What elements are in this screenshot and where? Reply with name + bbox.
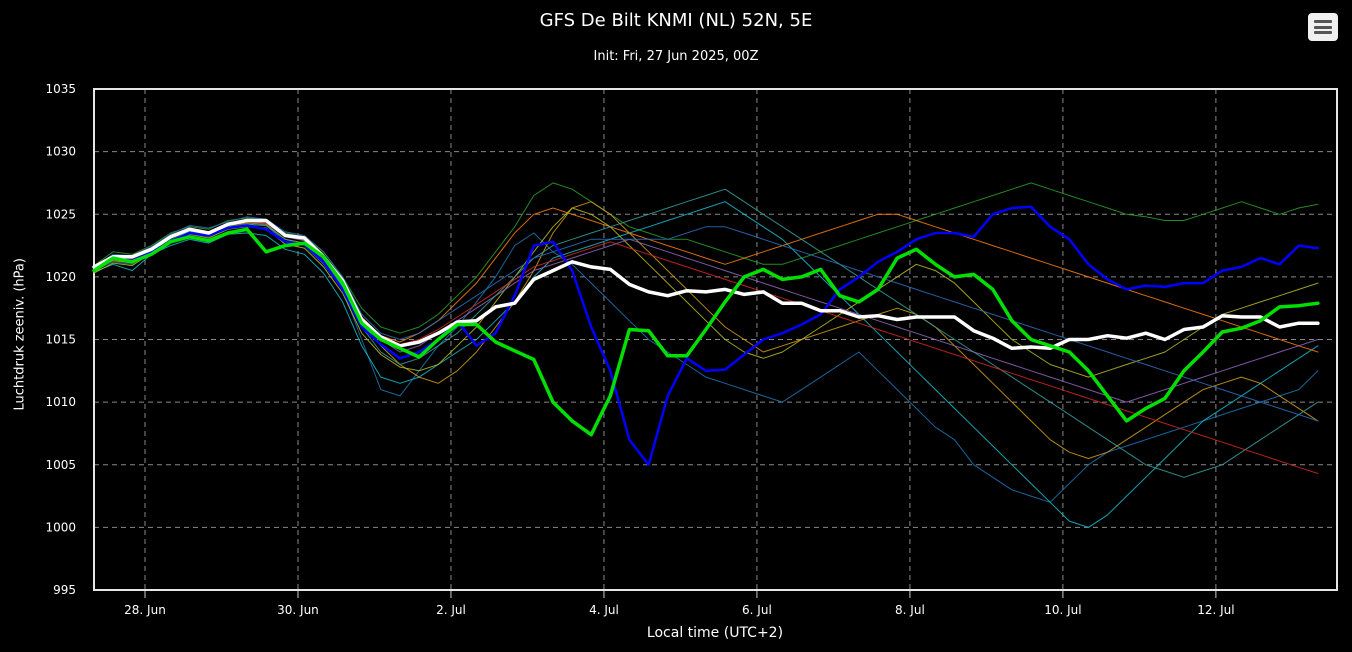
series-line-8: [93, 207, 1319, 378]
x-axis-label: Local time (UTC+2): [646, 625, 784, 641]
chart-subtitle: Init: Fri, 27 Jun 2025, 00Z: [593, 49, 759, 64]
x-tick-label: 6. Jul: [742, 603, 772, 617]
plot-border: [93, 88, 1338, 591]
y-tick-label: 1030: [45, 145, 76, 159]
x-tick-label: 30. Jun: [277, 603, 319, 617]
y-tick-label: 1015: [45, 333, 76, 347]
series-line-11: [93, 216, 1319, 422]
series-line-6: [93, 201, 1319, 459]
y-tick-label: 1025: [45, 207, 76, 221]
x-tick-label: 10. Jul: [1044, 603, 1081, 617]
x-tick-label: 28. Jun: [124, 603, 166, 617]
series-line-5: [93, 201, 1319, 528]
y-axis-label: Luchtdruk zeeniv. (hPa): [12, 258, 28, 411]
y-tick-label: 1010: [45, 395, 76, 409]
series-line-0: [92, 218, 1320, 351]
y-tick-label: 1005: [45, 458, 76, 472]
x-tick-label: 12. Jul: [1197, 603, 1234, 617]
menu-button[interactable]: [1308, 13, 1338, 41]
series-line-9: [93, 221, 1319, 403]
series-line-3: [93, 223, 1319, 503]
x-tick-label: 4. Jul: [589, 603, 619, 617]
y-tick-label: 1035: [45, 82, 76, 96]
chart-title: GFS De Bilt KNMI (NL) 52N, 5E: [539, 10, 813, 31]
series-line-2: [92, 227, 1320, 437]
x-tick-label: 8. Jul: [895, 603, 925, 617]
x-tick-label: 2. Jul: [436, 603, 466, 617]
y-tick-label: 995: [53, 583, 76, 597]
y-tick-label: 1000: [45, 520, 76, 534]
y-tick-label: 1020: [45, 270, 76, 284]
